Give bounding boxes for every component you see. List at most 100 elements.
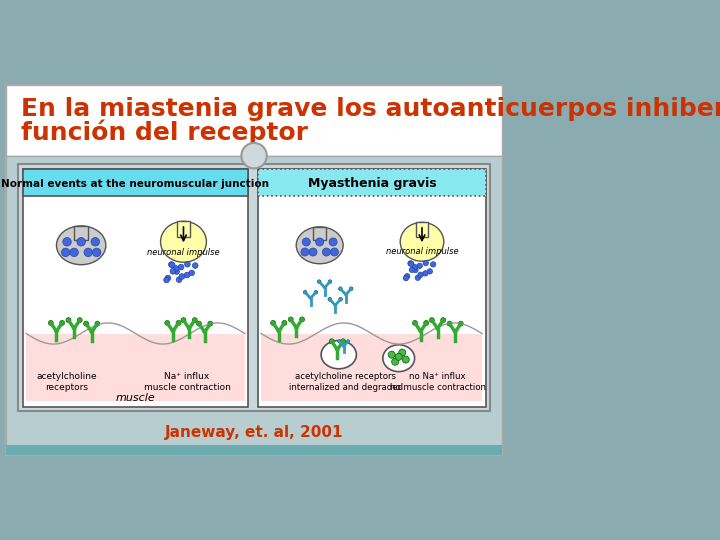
Circle shape xyxy=(179,264,184,270)
Circle shape xyxy=(170,268,176,274)
Circle shape xyxy=(48,320,53,326)
Ellipse shape xyxy=(296,227,343,264)
Circle shape xyxy=(95,321,100,326)
Circle shape xyxy=(301,248,309,256)
Circle shape xyxy=(423,271,428,276)
Circle shape xyxy=(176,277,182,282)
Circle shape xyxy=(176,320,181,326)
Circle shape xyxy=(302,238,310,246)
Circle shape xyxy=(63,238,71,246)
Text: Na⁺ influx
muscle contraction: Na⁺ influx muscle contraction xyxy=(143,372,230,391)
Circle shape xyxy=(417,263,423,268)
Circle shape xyxy=(399,349,406,356)
Circle shape xyxy=(328,280,332,284)
Circle shape xyxy=(70,248,78,256)
Circle shape xyxy=(165,320,170,326)
Circle shape xyxy=(423,260,428,266)
Circle shape xyxy=(174,269,179,274)
Circle shape xyxy=(328,298,332,301)
Circle shape xyxy=(189,270,194,276)
Circle shape xyxy=(429,318,434,322)
Circle shape xyxy=(181,318,186,322)
Text: Myasthenia gravis: Myasthenia gravis xyxy=(307,178,436,191)
Circle shape xyxy=(409,261,414,267)
Circle shape xyxy=(338,340,341,343)
Circle shape xyxy=(315,238,324,246)
Circle shape xyxy=(174,266,179,271)
Ellipse shape xyxy=(321,341,356,369)
Circle shape xyxy=(341,339,346,344)
Text: muscle: muscle xyxy=(116,394,156,403)
Text: acetylcholine receptors
internalized and degraded: acetylcholine receptors internalized and… xyxy=(289,372,403,391)
Circle shape xyxy=(288,317,293,322)
FancyBboxPatch shape xyxy=(313,226,326,240)
Text: neuronal impulse: neuronal impulse xyxy=(147,248,220,257)
Circle shape xyxy=(431,262,436,267)
FancyBboxPatch shape xyxy=(6,85,503,455)
Circle shape xyxy=(329,339,334,344)
Ellipse shape xyxy=(400,222,444,261)
Circle shape xyxy=(323,248,330,256)
Circle shape xyxy=(169,262,175,268)
Text: no Na⁺ influx
no muscle contraction: no Na⁺ influx no muscle contraction xyxy=(390,372,485,391)
FancyBboxPatch shape xyxy=(6,445,503,455)
Circle shape xyxy=(346,340,350,343)
Circle shape xyxy=(418,272,423,278)
Circle shape xyxy=(197,321,202,326)
FancyBboxPatch shape xyxy=(26,334,245,401)
Circle shape xyxy=(405,274,410,279)
Circle shape xyxy=(447,321,452,326)
Circle shape xyxy=(339,298,343,301)
Circle shape xyxy=(349,287,353,291)
Circle shape xyxy=(77,318,82,322)
Circle shape xyxy=(303,291,307,294)
Text: Normal events at the neuromuscular junction: Normal events at the neuromuscular junct… xyxy=(1,179,269,189)
Ellipse shape xyxy=(56,226,106,265)
Circle shape xyxy=(424,320,428,326)
Circle shape xyxy=(329,238,337,246)
Circle shape xyxy=(163,277,169,283)
Circle shape xyxy=(184,261,190,267)
Circle shape xyxy=(413,320,418,326)
Circle shape xyxy=(91,238,99,246)
Circle shape xyxy=(84,321,89,326)
FancyBboxPatch shape xyxy=(22,169,248,196)
Circle shape xyxy=(84,248,92,256)
Circle shape xyxy=(388,351,395,358)
Text: neuronal impulse: neuronal impulse xyxy=(386,247,459,256)
Circle shape xyxy=(184,272,190,278)
FancyBboxPatch shape xyxy=(18,164,490,411)
Circle shape xyxy=(300,317,305,322)
Circle shape xyxy=(309,248,317,256)
FancyBboxPatch shape xyxy=(22,169,248,407)
Circle shape xyxy=(61,248,70,256)
Circle shape xyxy=(66,318,71,322)
Circle shape xyxy=(271,320,276,326)
Circle shape xyxy=(338,287,342,291)
Circle shape xyxy=(165,275,171,281)
Circle shape xyxy=(92,248,101,256)
Circle shape xyxy=(395,353,402,360)
FancyBboxPatch shape xyxy=(258,169,485,407)
Circle shape xyxy=(413,267,418,273)
Circle shape xyxy=(409,267,415,273)
Circle shape xyxy=(402,356,409,363)
Circle shape xyxy=(441,318,446,322)
Circle shape xyxy=(192,263,198,268)
FancyBboxPatch shape xyxy=(416,222,428,237)
Ellipse shape xyxy=(161,221,207,262)
Ellipse shape xyxy=(383,345,415,372)
Circle shape xyxy=(427,269,433,274)
Circle shape xyxy=(77,238,86,246)
Text: Janeway, et. al, 2001: Janeway, et. al, 2001 xyxy=(165,425,343,440)
FancyBboxPatch shape xyxy=(6,85,503,156)
Circle shape xyxy=(168,262,174,267)
Circle shape xyxy=(392,358,399,365)
Circle shape xyxy=(241,143,266,168)
FancyBboxPatch shape xyxy=(1,81,507,459)
Circle shape xyxy=(415,275,420,280)
Text: acetylcholine
receptors: acetylcholine receptors xyxy=(37,372,97,391)
Circle shape xyxy=(330,248,338,256)
Circle shape xyxy=(208,321,213,326)
Circle shape xyxy=(192,318,197,322)
